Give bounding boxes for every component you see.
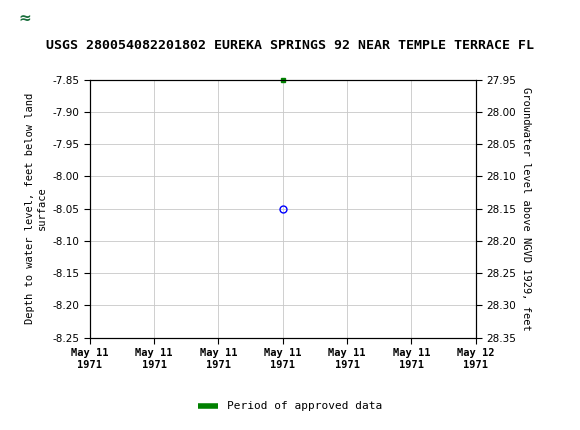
Y-axis label: Depth to water level, feet below land
surface: Depth to water level, feet below land su… xyxy=(26,93,47,324)
Y-axis label: Groundwater level above NGVD 1929, feet: Groundwater level above NGVD 1929, feet xyxy=(521,87,531,330)
Bar xyxy=(5,3,45,34)
Text: ≈: ≈ xyxy=(18,11,31,26)
Legend: Period of approved data: Period of approved data xyxy=(194,397,386,416)
Text: USGS 280054082201802 EUREKA SPRINGS 92 NEAR TEMPLE TERRACE FL: USGS 280054082201802 EUREKA SPRINGS 92 N… xyxy=(46,39,534,52)
Text: USGS: USGS xyxy=(51,9,106,27)
